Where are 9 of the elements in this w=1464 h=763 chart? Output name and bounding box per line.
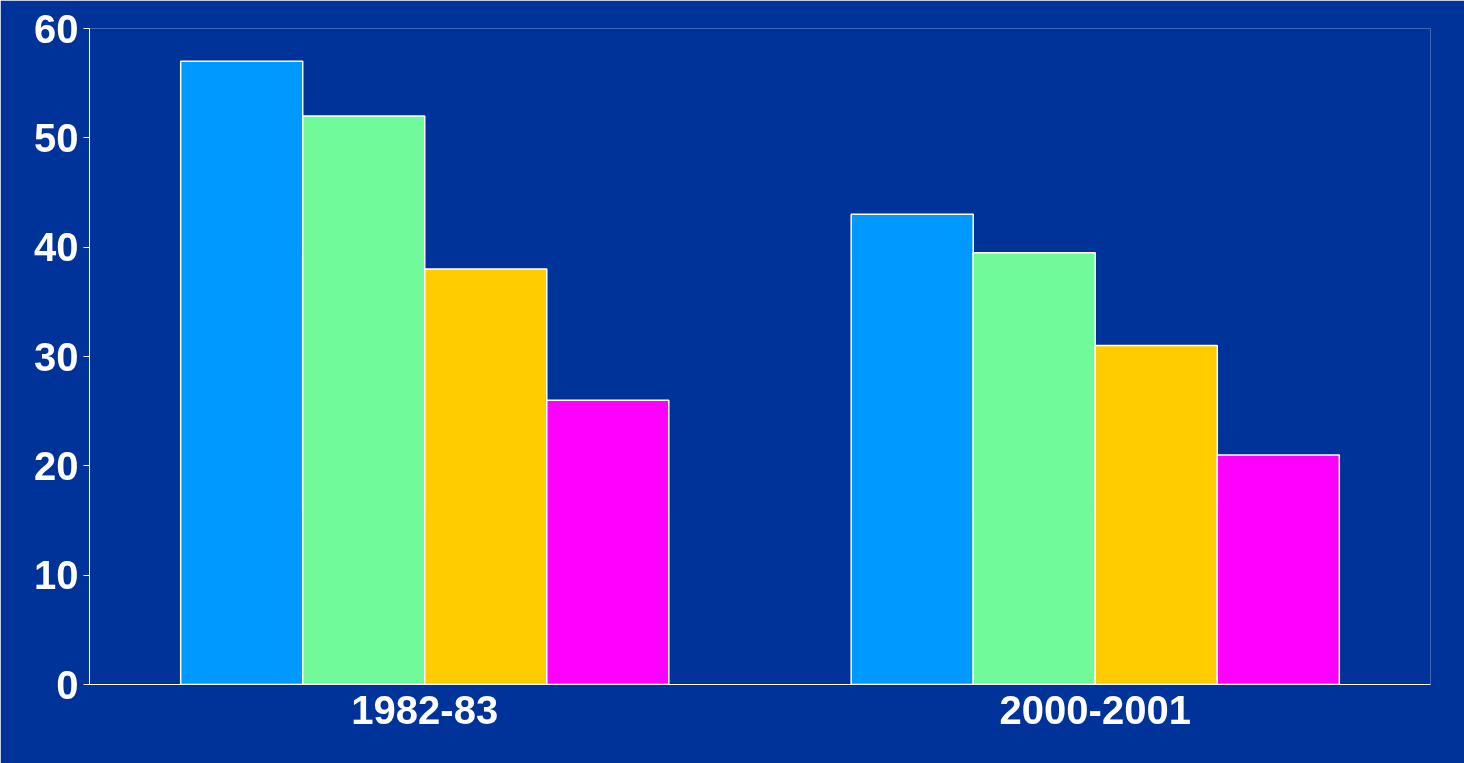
y-tick-label: 50 (34, 115, 79, 160)
x-tick-label: 2000-2001 (999, 687, 1191, 732)
y-tick-label: 20 (34, 443, 79, 488)
y-tick-label: 60 (34, 6, 79, 51)
y-tick-label: 30 (34, 334, 79, 379)
y-tick-label: 0 (56, 662, 79, 707)
x-tick-label: 1982-83 (351, 687, 499, 732)
y-tick-label: 10 (34, 553, 79, 598)
y-tick-label: 40 (34, 225, 79, 270)
